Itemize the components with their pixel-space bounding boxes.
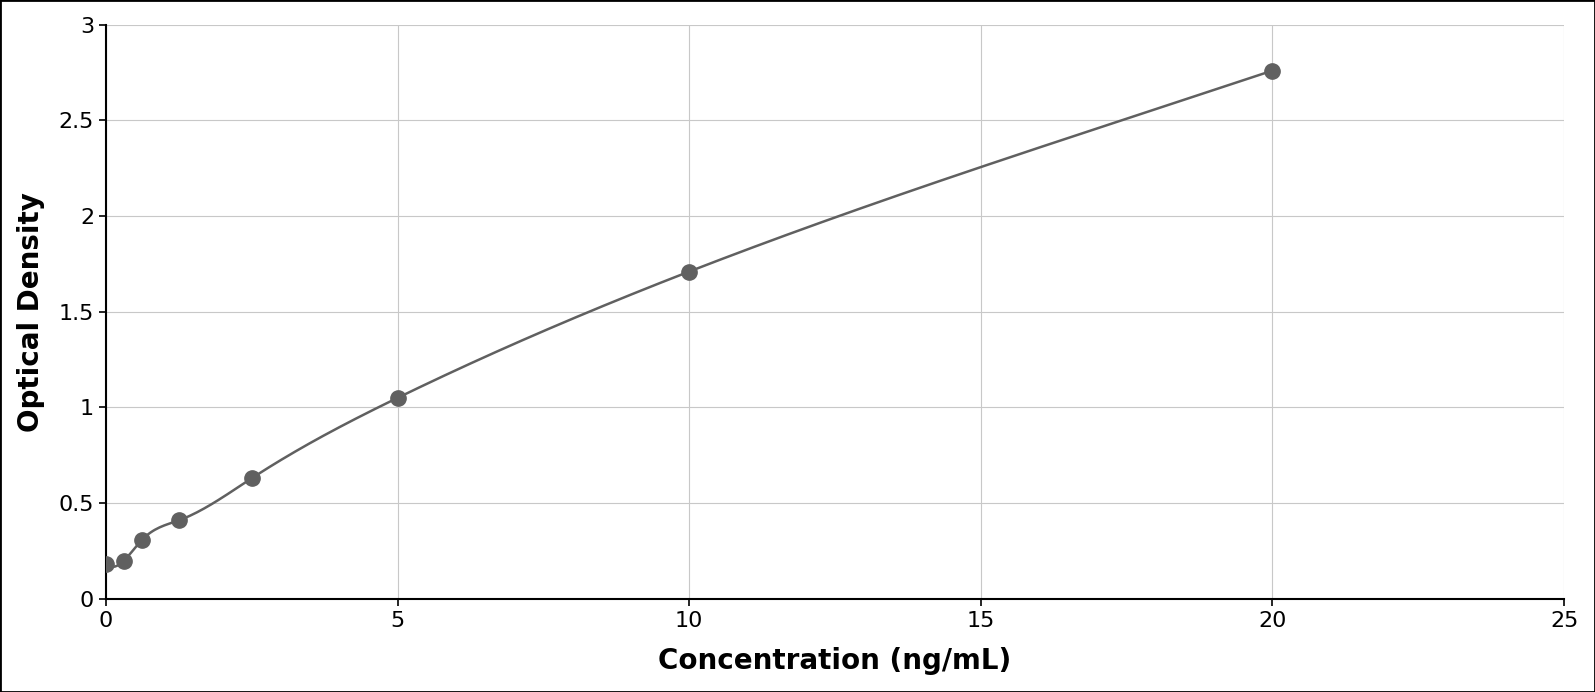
Point xyxy=(112,555,137,566)
X-axis label: Concentration (ng/mL): Concentration (ng/mL) xyxy=(659,647,1011,675)
Point xyxy=(129,534,155,545)
Point xyxy=(239,473,265,484)
Point xyxy=(93,559,118,570)
Y-axis label: Optical Density: Optical Density xyxy=(16,192,45,432)
Point xyxy=(384,392,410,403)
Point xyxy=(1260,65,1286,76)
Point xyxy=(166,515,191,526)
Point xyxy=(676,266,702,277)
